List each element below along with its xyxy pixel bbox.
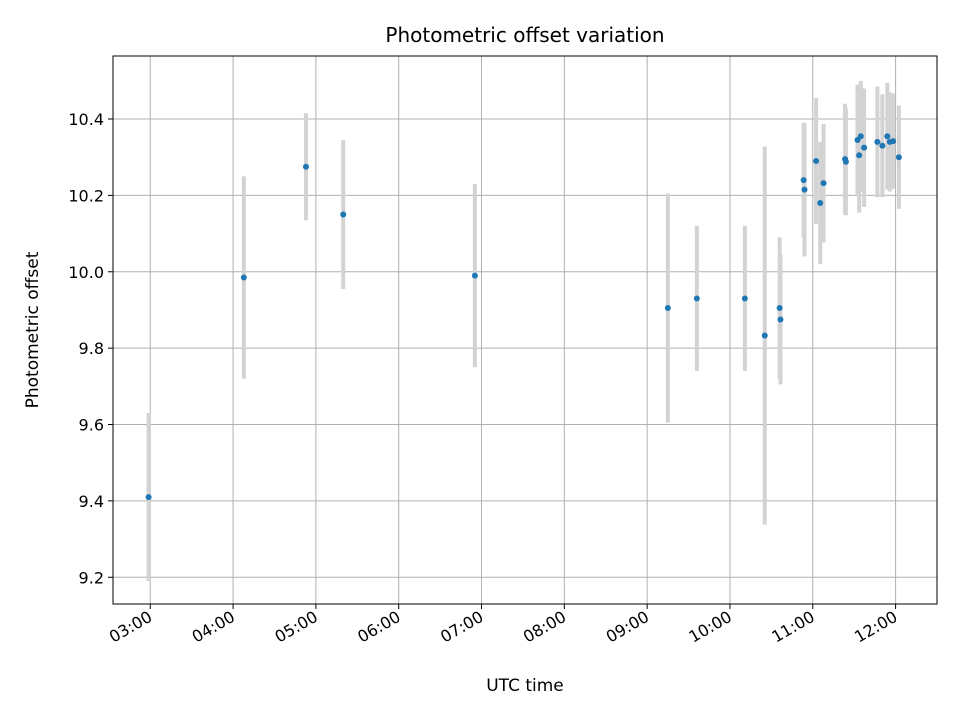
grid-lines — [113, 56, 937, 604]
data-point — [884, 133, 891, 140]
y-tick-label: 10.4 — [68, 110, 104, 129]
x-tick-label: 06:00 — [354, 607, 403, 647]
data-point — [842, 158, 849, 165]
y-tick-label: 9.4 — [79, 492, 104, 511]
data-point — [240, 274, 247, 281]
data-point — [777, 316, 784, 323]
y-tick-label: 9.2 — [79, 568, 104, 587]
data-point — [813, 158, 820, 165]
y-axis-ticks: 9.2 9.4 9.6 9.8 10.0 10.2 10.4 — [68, 110, 113, 587]
error-bars — [146, 80, 901, 582]
x-tick-label: 12:00 — [851, 607, 900, 647]
chart-title: Photometric offset variation — [385, 23, 664, 47]
data-point — [895, 154, 902, 161]
data-point — [776, 305, 783, 312]
data-points — [145, 133, 902, 501]
x-tick-label: 10:00 — [686, 607, 735, 647]
x-tick-label: 05:00 — [271, 607, 320, 647]
data-point — [741, 295, 748, 302]
x-tick-label: 09:00 — [603, 607, 652, 647]
data-point — [340, 211, 347, 218]
x-tick-label: 11:00 — [768, 607, 817, 647]
data-point — [817, 200, 824, 207]
plot-frame — [112, 55, 938, 605]
data-point — [801, 186, 808, 193]
data-point — [856, 152, 863, 159]
y-tick-label: 10.0 — [68, 263, 104, 282]
y-tick-label: 10.2 — [68, 186, 104, 205]
data-point — [861, 144, 868, 151]
x-tick-label: 07:00 — [437, 607, 486, 647]
x-axis-ticks: 03:00 04:00 05:00 06:00 07:00 08:00 09:00 10:00… — [106, 604, 901, 647]
data-point — [857, 133, 864, 140]
data-point — [874, 138, 881, 145]
x-axis-title: UTC time — [486, 676, 564, 696]
data-point — [890, 138, 897, 145]
data-point — [693, 295, 700, 302]
x-tick-label: 03:00 — [106, 607, 155, 647]
x-tick-label: 04:00 — [189, 607, 238, 647]
data-point — [664, 305, 671, 312]
y-tick-label: 9.8 — [79, 339, 104, 358]
data-point — [145, 494, 152, 501]
y-axis-title: Photometric offset — [23, 251, 43, 408]
data-point — [302, 163, 309, 170]
x-tick-label: 08:00 — [520, 607, 569, 647]
data-point — [761, 332, 768, 339]
data-point — [879, 142, 886, 149]
data-point — [800, 177, 807, 184]
data-point — [471, 272, 478, 279]
y-tick-label: 9.6 — [79, 416, 104, 435]
data-point — [820, 180, 827, 187]
